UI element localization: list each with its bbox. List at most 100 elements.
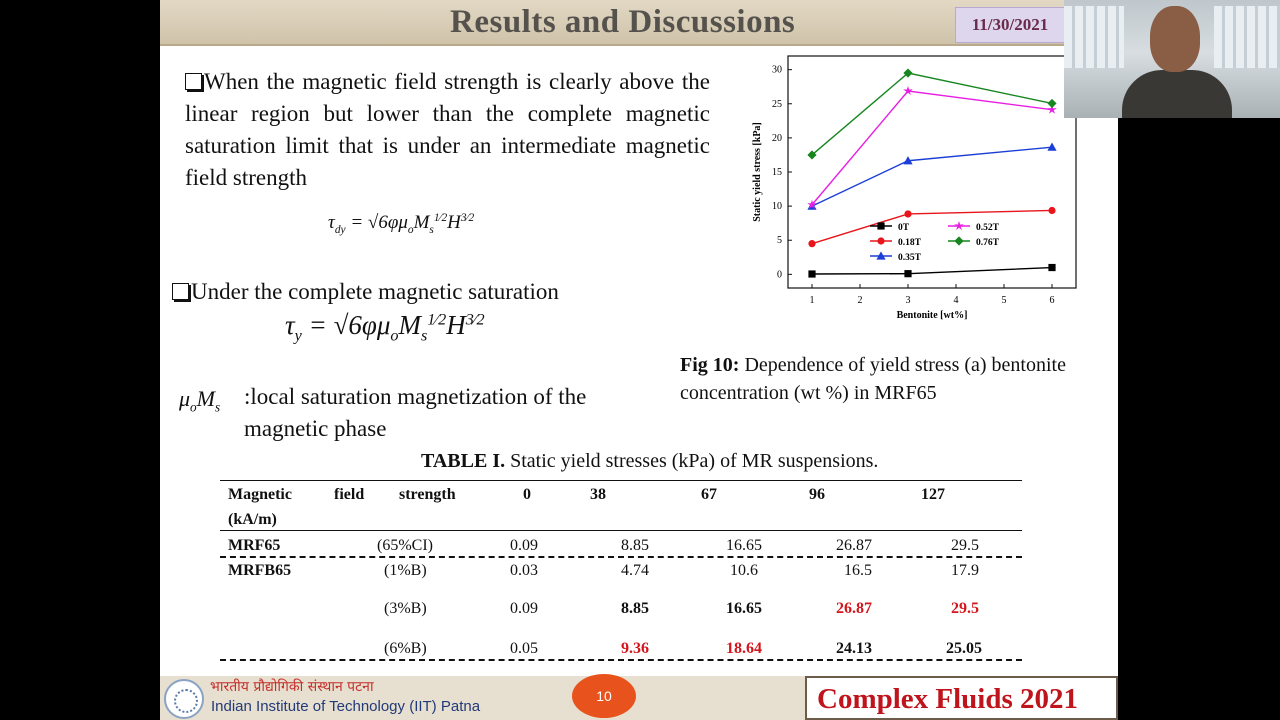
table-row-comp: (1%B) <box>384 562 427 579</box>
data-point <box>808 240 816 248</box>
y-tick-label: 0 <box>777 269 782 280</box>
legend-marker <box>877 222 885 230</box>
table-row-name: MRFB65 <box>228 562 292 579</box>
table-cell: 0.09 <box>510 600 538 617</box>
legend-label: 0.52T <box>976 223 1000 233</box>
y-tick-label: 10 <box>772 201 782 212</box>
slide: Results and Discussions 11/30/2021 When … <box>160 0 1118 720</box>
figure-caption: Fig 10: Dependence of yield stress (a) b… <box>680 351 1100 407</box>
x-tick-label: 2 <box>858 295 863 306</box>
figure-caption-text: Dependence of yield stress (a) bentonite… <box>680 354 1066 404</box>
y-axis-label: Static yield stress [kPa] <box>752 122 763 222</box>
webcam-window <box>1214 6 1280 68</box>
x-tick-label: 6 <box>1050 295 1055 306</box>
x-tick-label: 4 <box>954 295 959 306</box>
table-row-comp: (3%B) <box>384 600 427 617</box>
table-cell: 8.85 <box>621 600 649 617</box>
bullet-text: Under the complete magnetic saturation <box>191 279 559 304</box>
data-point <box>807 150 817 160</box>
table-cell: 16.5 <box>844 562 872 579</box>
x-axis-label: Bentonite [wt%] <box>897 310 968 321</box>
presenter-head <box>1150 6 1200 72</box>
bullet-saturation: Under the complete magnetic saturation <box>172 276 652 308</box>
webcam-video <box>1064 0 1280 118</box>
table-cell: 18.64 <box>726 640 762 657</box>
data-point <box>903 156 913 165</box>
legend-label: 0.76T <box>976 238 1000 248</box>
equation-yield-saturation: τy = √6φμoMs1⁄2H3⁄2 <box>285 310 485 345</box>
bullet-text: When the magnetic field strength is clea… <box>185 69 710 190</box>
data-point <box>904 270 912 278</box>
table-cell: 9.36 <box>621 640 649 657</box>
data-point <box>807 199 817 209</box>
table-cell: 0.03 <box>510 562 538 579</box>
data-point <box>904 210 912 218</box>
table-header-127: 127 <box>921 486 945 503</box>
legend-label: 0T <box>898 223 910 233</box>
table-cell: 0.09 <box>510 537 538 554</box>
table-cell: 16.65 <box>726 537 762 554</box>
table-cell: 17.9 <box>951 562 979 579</box>
table-bottom-rule <box>220 659 1022 661</box>
legend-marker <box>877 237 885 245</box>
table-header-strength: strength <box>399 486 456 503</box>
y-tick-label: 25 <box>772 99 782 110</box>
checkbox-bullet-icon <box>172 283 189 300</box>
presenter-body <box>1122 70 1232 118</box>
table-row-comp: (65%CI) <box>377 537 433 554</box>
y-tick-label: 5 <box>777 235 782 246</box>
data-point <box>903 86 913 96</box>
table-row-comp: (6%B) <box>384 640 427 657</box>
table-cell: 29.5 <box>951 600 979 617</box>
table-cell: 8.85 <box>621 537 649 554</box>
table-header-magnetic: Magnetic <box>228 486 292 503</box>
data-point <box>808 270 816 278</box>
data-point <box>1048 206 1056 215</box>
y-tick-label: 15 <box>772 167 782 178</box>
institute-hindi-name: भारतीय प्रौद्योगिकी संस्थान पटना <box>210 679 374 695</box>
figure-caption-label: Fig 10: <box>680 354 740 376</box>
plot-frame <box>787 55 1077 289</box>
table-cell: 10.6 <box>730 562 758 579</box>
mu-description: :local saturation magnetization of the m… <box>244 384 587 441</box>
x-tick-label: 3 <box>906 295 911 306</box>
table-header-0: 0 <box>523 486 531 503</box>
table-cell: 16.65 <box>726 600 762 617</box>
legend-label: 0.18T <box>898 238 922 248</box>
table-header-field: field <box>334 486 365 503</box>
table-cell: 4.74 <box>621 562 649 579</box>
y-tick-label: 30 <box>772 65 782 76</box>
checkbox-bullet-icon <box>185 73 202 90</box>
table-top-rule <box>220 480 1022 481</box>
table-caption-label: TABLE I. <box>421 450 506 472</box>
table-caption-text: Static yield stresses (kPa) of MR suspen… <box>505 450 879 472</box>
institute-name: Indian Institute of Technology (IIT) Pat… <box>211 698 481 715</box>
x-tick-label: 5 <box>1002 295 1007 306</box>
conference-box: Complex Fluids 2021 <box>805 676 1118 720</box>
table-cell: 24.13 <box>836 640 872 657</box>
title-bar: Results and Discussions 11/30/2021 <box>160 0 1118 46</box>
legend-marker <box>954 236 964 246</box>
legend-marker <box>954 221 964 231</box>
iit-logo-icon <box>164 679 204 719</box>
table-cell: 0.05 <box>510 640 538 657</box>
page-number: 10 <box>572 674 636 718</box>
table-header-rule <box>220 530 1022 531</box>
legend-marker <box>876 251 886 260</box>
date-box: 11/30/2021 <box>955 7 1065 43</box>
symbol-mu-ms: μoMs <box>179 386 221 415</box>
table-row-name: MRF65 <box>228 537 281 554</box>
table-cell: 29.5 <box>951 537 979 554</box>
data-point <box>903 68 913 78</box>
table-cell: 25.05 <box>946 640 982 657</box>
x-tick-label: 1 <box>810 295 815 306</box>
table-header-96: 96 <box>809 486 825 503</box>
table-caption: TABLE I. Static yield stresses (kPa) of … <box>421 450 878 473</box>
bullet-intermediate-field: When the magnetic field strength is clea… <box>185 66 710 194</box>
data-point <box>1048 263 1056 272</box>
table-cell: 26.87 <box>836 600 872 617</box>
legend-label: 0.35T <box>898 253 922 263</box>
table-header-38: 38 <box>590 486 606 503</box>
webcam-window <box>1064 6 1124 68</box>
slide-title: Results and Discussions <box>450 4 796 40</box>
